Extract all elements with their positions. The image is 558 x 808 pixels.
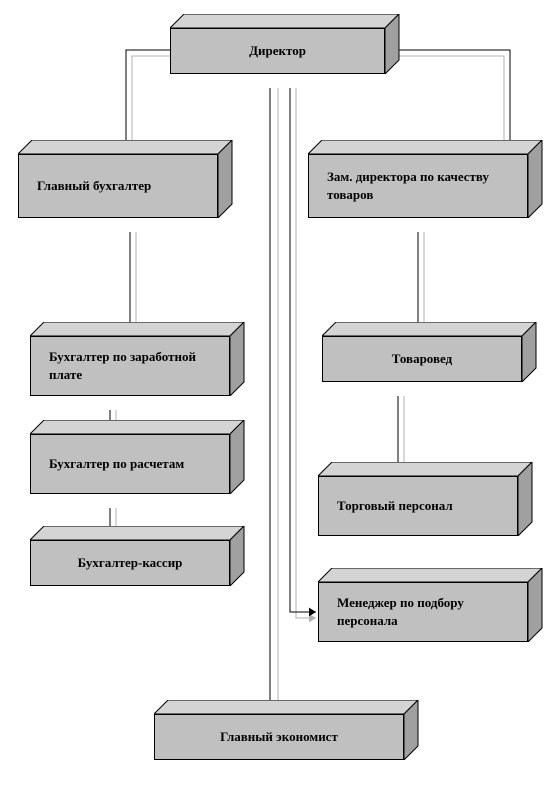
box-right-face	[528, 140, 543, 218]
box-front-face: Торговый персонал	[318, 476, 518, 536]
box-right-face	[230, 322, 245, 396]
node-deputy: Зам. директора по качеству товаров	[308, 140, 542, 218]
edges-layer	[0, 0, 558, 808]
box-top-face	[18, 140, 232, 155]
box-top-face	[318, 462, 532, 477]
node-label: Бухгалтер-кассир	[37, 554, 223, 572]
node-chief_econ: Главный экономист	[154, 700, 418, 760]
node-label: Бухгалтер по расчетам	[49, 455, 223, 473]
box-front-face: Директор	[170, 28, 385, 74]
box-top-face	[30, 526, 244, 541]
box-right-face	[385, 14, 400, 74]
box-front-face: Товаровед	[322, 336, 522, 382]
node-director: Директор	[170, 14, 399, 74]
node-label: Главный бухгалтер	[37, 177, 211, 195]
node-label: Торговый персонал	[337, 497, 511, 515]
box-top-face	[318, 568, 542, 583]
box-front-face: Главный экономист	[154, 714, 404, 760]
box-right-face	[518, 462, 533, 536]
node-acc_settle: Бухгалтер по расчетам	[30, 420, 244, 494]
node-sales_staff: Торговый персонал	[318, 462, 532, 536]
box-top-face	[170, 14, 399, 29]
box-right-face	[230, 420, 245, 494]
box-front-face: Менеджер по подбору персонала	[318, 582, 528, 642]
node-label: Менеджер по подбору персонала	[337, 594, 521, 630]
node-merchandiser: Товаровед	[322, 322, 536, 382]
box-top-face	[322, 322, 536, 337]
box-right-face	[528, 568, 543, 642]
box-right-face	[230, 526, 245, 586]
box-right-face	[522, 322, 537, 382]
node-label: Бухгалтер по заработной плате	[49, 348, 223, 384]
box-top-face	[30, 322, 244, 337]
node-label: Директор	[177, 42, 378, 60]
node-chief_acc: Главный бухгалтер	[18, 140, 232, 218]
box-front-face: Зам. директора по качеству товаров	[308, 154, 528, 218]
box-front-face: Бухгалтер по заработной плате	[30, 336, 230, 396]
box-front-face: Бухгалтер-кассир	[30, 540, 230, 586]
box-right-face	[404, 700, 419, 760]
box-front-face: Главный бухгалтер	[18, 154, 218, 218]
box-front-face: Бухгалтер по расчетам	[30, 434, 230, 494]
box-top-face	[308, 140, 542, 155]
box-right-face	[218, 140, 233, 218]
node-label: Товаровед	[329, 350, 515, 368]
node-label: Зам. директора по качеству товаров	[327, 168, 521, 204]
org-chart-canvas: Директор Главный бухгалтер Зам. директора …	[0, 0, 558, 808]
edge-dir-to-hr-head	[309, 608, 316, 617]
node-acc_cashier: Бухгалтер-кассир	[30, 526, 244, 586]
node-acc_salary: Бухгалтер по заработной плате	[30, 322, 244, 396]
edge-dir-to-chiefacc-shadow	[132, 56, 170, 150]
node-hr_manager: Менеджер по подбору персонала	[318, 568, 542, 642]
node-label: Главный экономист	[161, 728, 397, 746]
edge-dir-to-chiefacc	[126, 50, 170, 150]
box-top-face	[154, 700, 418, 715]
box-top-face	[30, 420, 244, 435]
